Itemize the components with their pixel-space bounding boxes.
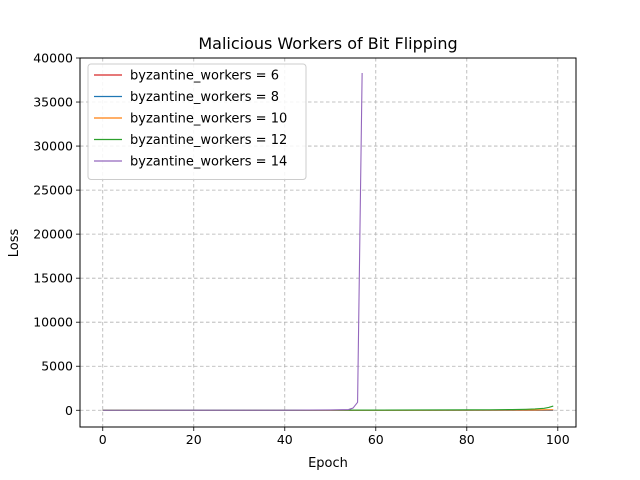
series-line-5: [102, 72, 363, 411]
y-tick-label: 10000: [33, 315, 73, 330]
x-tick-label: 60: [368, 432, 384, 447]
legend-label: byzantine_workers = 14: [130, 155, 287, 170]
y-tick-label: 0: [65, 403, 73, 418]
y-tick-label: 30000: [33, 139, 73, 154]
chart-title: Malicious Workers of Bit Flipping: [198, 34, 457, 53]
legend-label: byzantine_workers = 8: [130, 90, 279, 105]
x-tick-label: 80: [459, 432, 475, 447]
x-tick-label: 20: [186, 432, 202, 447]
legend-label: byzantine_workers = 12: [130, 133, 287, 148]
y-tick-label: 15000: [33, 271, 73, 286]
legend-label: byzantine_workers = 10: [130, 112, 287, 127]
legend-box: [87, 63, 307, 180]
x-axis-title: Epoch: [308, 456, 348, 471]
series-layer: [102, 72, 554, 411]
x-tick-label: 40: [277, 432, 293, 447]
y-axis-title: Loss: [7, 229, 22, 258]
x-tick-label: 100: [546, 432, 570, 447]
plot-frame: [79, 57, 577, 428]
legend: byzantine_workers = 6 byzantine_workers =…: [87, 63, 307, 180]
y-tick-label: 25000: [33, 183, 73, 198]
y-tick-label: 20000: [33, 227, 73, 242]
x-tick-label: 0: [99, 432, 107, 447]
y-tick-label: 5000: [41, 359, 73, 374]
tick-layer: 0 20 40 60 80 100 0 5000 10000 15000 20000 25000 300…: [33, 51, 570, 448]
y-tick-label: 35000: [33, 95, 73, 110]
legend-label: byzantine_workers = 6: [130, 69, 279, 84]
y-tick-label: 40000: [33, 51, 73, 66]
